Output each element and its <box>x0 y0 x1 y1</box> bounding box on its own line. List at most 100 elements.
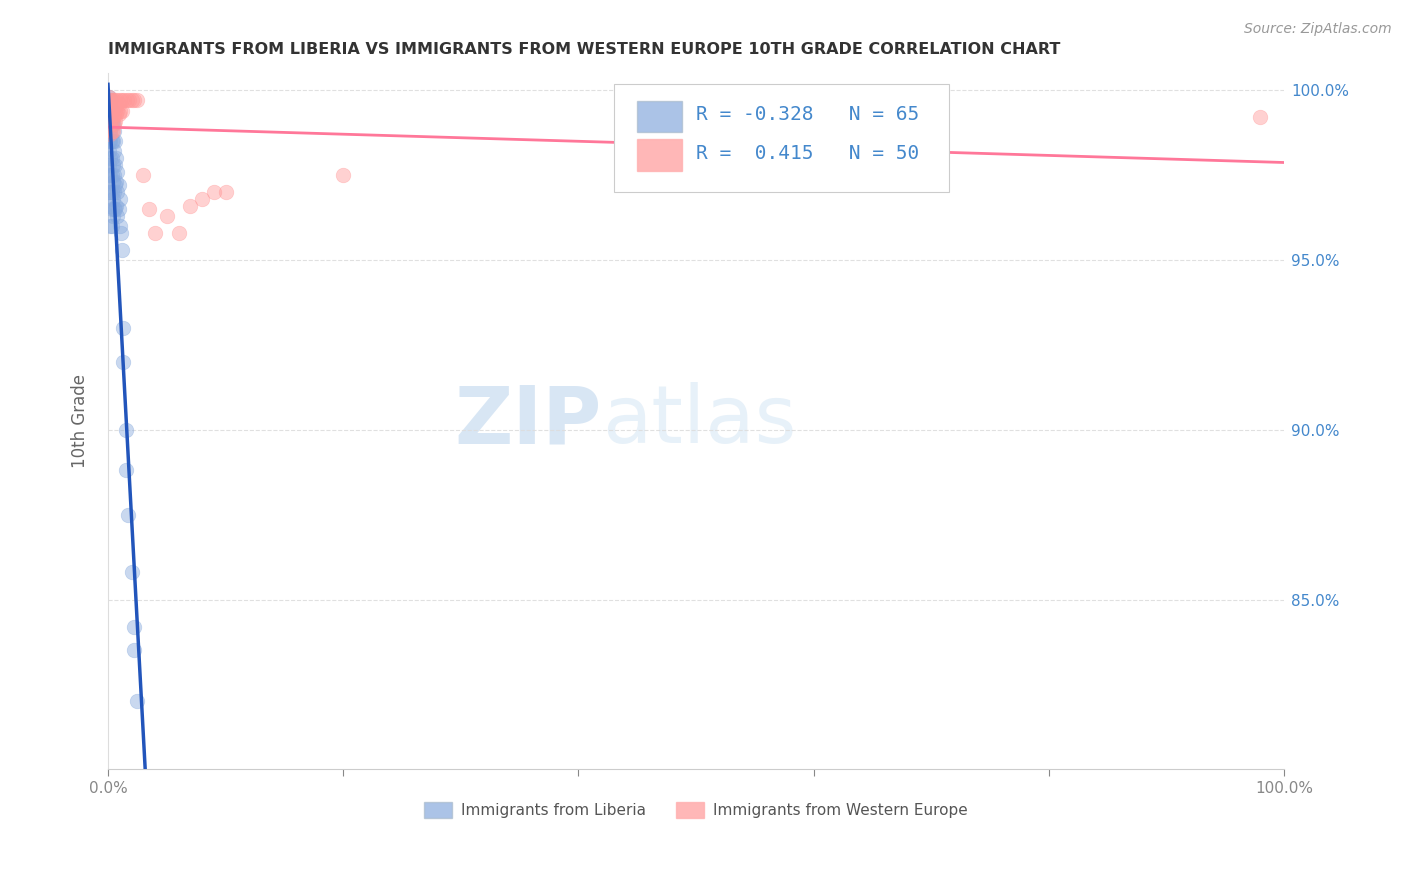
Point <box>98 90 121 104</box>
Point <box>101 175 124 189</box>
Point <box>101 111 124 125</box>
Point <box>114 423 136 437</box>
Point <box>127 694 149 708</box>
Legend: Immigrants from Liberia, Immigrants from Western Europe: Immigrants from Liberia, Immigrants from… <box>418 796 974 824</box>
Point <box>105 94 128 108</box>
Point <box>98 128 121 142</box>
FancyBboxPatch shape <box>613 84 949 192</box>
Point <box>103 117 125 131</box>
Point <box>98 94 121 108</box>
Point <box>101 192 124 206</box>
Point <box>156 209 179 223</box>
Point <box>167 226 190 240</box>
Point <box>101 94 124 108</box>
Point <box>105 175 128 189</box>
Point <box>214 185 236 199</box>
Point <box>104 113 127 128</box>
Point <box>100 103 122 118</box>
Point <box>112 355 135 369</box>
Point <box>117 508 139 522</box>
Point <box>105 199 128 213</box>
Point <box>104 103 127 118</box>
Point <box>100 151 122 165</box>
Text: atlas: atlas <box>602 383 796 460</box>
Point <box>98 185 121 199</box>
Point <box>103 96 125 111</box>
Point <box>98 134 121 148</box>
Point <box>100 219 122 233</box>
Point <box>118 94 141 108</box>
Point <box>98 124 121 138</box>
Point <box>112 321 135 335</box>
Point <box>98 219 121 233</box>
Point <box>100 124 122 138</box>
Point <box>98 103 121 118</box>
Point <box>108 94 131 108</box>
Point <box>98 117 121 131</box>
Point <box>105 96 128 111</box>
Point <box>98 117 121 131</box>
Point <box>108 219 131 233</box>
Point <box>100 103 122 118</box>
Point <box>101 100 124 114</box>
Point <box>100 185 122 199</box>
Point <box>100 94 122 108</box>
Point <box>103 107 125 121</box>
Point <box>98 168 121 182</box>
Point <box>107 96 129 111</box>
Y-axis label: 10th Grade: 10th Grade <box>72 375 89 468</box>
Point <box>108 192 131 206</box>
Text: ZIP: ZIP <box>454 383 602 460</box>
Point <box>100 168 122 182</box>
Point <box>179 199 201 213</box>
Point <box>121 566 143 580</box>
Point <box>100 202 122 216</box>
Point <box>107 202 129 216</box>
Point <box>107 107 129 121</box>
Point <box>98 90 121 104</box>
Point <box>111 103 134 118</box>
Point <box>98 94 121 108</box>
Point <box>98 107 121 121</box>
Point <box>122 620 145 634</box>
Point <box>101 124 124 138</box>
Point <box>127 94 149 108</box>
Point <box>103 145 125 159</box>
Point <box>115 94 138 108</box>
Point <box>105 209 128 223</box>
Point <box>100 113 122 128</box>
Point <box>105 164 128 178</box>
Point <box>105 107 128 121</box>
Point <box>98 134 121 148</box>
Point <box>103 124 125 138</box>
Point <box>103 185 125 199</box>
Point <box>108 103 131 118</box>
Point <box>1249 111 1271 125</box>
Point <box>114 94 136 108</box>
Point <box>98 168 121 182</box>
Point <box>104 178 127 193</box>
Point <box>191 192 214 206</box>
Point <box>98 113 121 128</box>
Point <box>103 202 125 216</box>
Point <box>98 185 121 199</box>
FancyBboxPatch shape <box>637 101 682 132</box>
Point <box>100 134 122 148</box>
Point <box>132 168 155 182</box>
Point <box>98 199 121 213</box>
Point <box>101 134 124 148</box>
Point <box>105 185 128 199</box>
Point <box>138 202 160 216</box>
Point <box>98 158 121 172</box>
Point <box>98 145 121 159</box>
Point <box>98 103 121 118</box>
Point <box>202 185 225 199</box>
Point <box>101 158 124 172</box>
Point <box>98 124 121 138</box>
Point <box>98 96 121 111</box>
Point <box>98 96 121 111</box>
Point <box>332 168 354 182</box>
Point <box>103 168 125 182</box>
Point <box>107 178 129 193</box>
Text: IMMIGRANTS FROM LIBERIA VS IMMIGRANTS FROM WESTERN EUROPE 10TH GRADE CORRELATION: IMMIGRANTS FROM LIBERIA VS IMMIGRANTS FR… <box>108 42 1060 57</box>
